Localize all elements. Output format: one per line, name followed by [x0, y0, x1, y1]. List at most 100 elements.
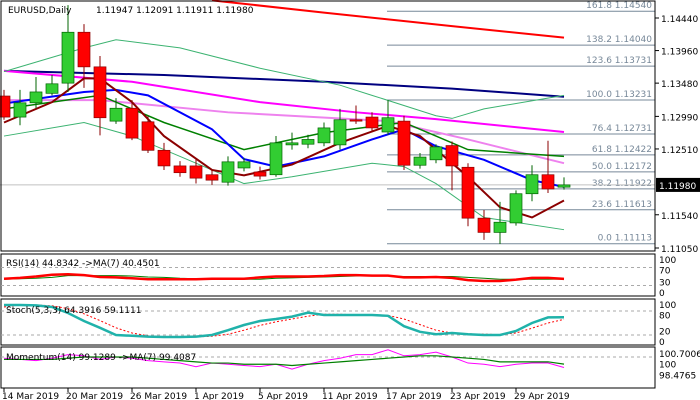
- stochastic-border: [0, 298, 656, 346]
- fib-level-label: 38.2 1.11922: [592, 179, 652, 189]
- ohlc-header: 1.11947 1.12091 1.11911 1.11980: [96, 6, 254, 16]
- date-label: 11 Apr 2019: [322, 392, 378, 400]
- candle-bullish: [557, 184, 571, 188]
- stoch-title: Stoch(5,3,3) 64.3916 59.1111: [6, 306, 141, 316]
- rsi-tick-label: 100: [659, 256, 676, 266]
- date-label: 5 Apr 2019: [258, 392, 308, 400]
- price-tick-label: 1.12510: [661, 146, 698, 156]
- price-tick-label: 1.13960: [661, 48, 698, 58]
- candle-bullish: [429, 146, 443, 161]
- candle-bullish: [493, 221, 507, 233]
- date-label: 17 Apr 2019: [386, 392, 442, 400]
- fib-level-label: 123.6 1.13731: [586, 56, 652, 66]
- candle-bullish: [317, 127, 331, 144]
- symbol-header: EURUSD,Daily: [8, 6, 72, 16]
- stochastic-tick-label: 0: [659, 338, 665, 348]
- candle-bearish: [189, 165, 203, 179]
- rsi-tick-label: 0: [659, 289, 665, 299]
- fib-level-label: 76.4 1.12731: [592, 124, 652, 134]
- candle-bullish: [237, 161, 251, 169]
- rsi-tick-label: 30: [659, 279, 671, 289]
- candle-bullish: [61, 31, 75, 84]
- candle-bearish: [445, 145, 459, 167]
- candle-bearish: [349, 119, 363, 122]
- candle-bearish: [0, 95, 11, 118]
- candle-bullish: [301, 139, 315, 145]
- main-panel-border: [0, 0, 656, 252]
- ma-magenta-line: [3, 69, 565, 133]
- date-label: 26 Mar 2019: [130, 392, 187, 400]
- date-label: 1 Apr 2019: [194, 392, 244, 400]
- momentum-tick-label: 98.4765: [659, 371, 696, 381]
- axes: 1.14440 1.13960 1.13480 1.12990 1.12510 1.115…: [2, 15, 700, 400]
- candle-bullish: [509, 193, 523, 224]
- price-tick-label: 1.11050: [661, 245, 698, 255]
- momentum-tick-label: 100: [659, 361, 676, 371]
- stochastic-tick-label: 20: [659, 328, 671, 338]
- ma-violet-line: [4, 99, 565, 165]
- rsi-tick-label: 70: [659, 267, 671, 277]
- stochastic-tick-label: 80: [659, 312, 671, 322]
- candle-bullish: [413, 156, 427, 166]
- momentum-tick-label: 100.7006: [659, 350, 700, 360]
- momentum-title: Momentum(14) 99.1289 ->MA(7) 99.4087: [6, 353, 196, 363]
- ma-green-line: [3, 94, 565, 158]
- date-label: 23 Apr 2019: [450, 392, 506, 400]
- fib-level-label: 50.0 1.12172: [592, 162, 652, 172]
- momentum-border: [0, 346, 656, 389]
- date-label: 14 Mar 2019: [2, 392, 59, 400]
- candle-bearish: [253, 171, 267, 177]
- candle-bullish: [381, 117, 395, 133]
- main-panel: 161.8 1.14540 138.2 1.14040 123.6 1.13731 1…: [0, 0, 655, 245]
- fib-level-label: 61.8 1.12422: [592, 145, 652, 155]
- candle-bearish: [541, 174, 555, 190]
- candle-bullish: [333, 119, 347, 146]
- current-price-box: [656, 177, 700, 192]
- price-tick-label: 1.13480: [661, 80, 698, 90]
- candle-bearish: [365, 116, 379, 129]
- fib-level-label: 138.2 1.14040: [586, 35, 652, 45]
- candle-bearish: [461, 166, 475, 219]
- momentum-ma-line: [4, 355, 565, 367]
- candle-bullish: [45, 83, 59, 94]
- ma-red-line: [211, 0, 565, 39]
- momentum-values-line: [3, 349, 565, 370]
- date-label: 20 Mar 2019: [66, 392, 123, 400]
- candle-bearish: [141, 121, 155, 151]
- candle-bullish: [29, 91, 43, 104]
- candle-bullish: [221, 161, 235, 183]
- current-price-label: 1.11980: [659, 182, 696, 192]
- rsi-title: RSI(14) 44.8342 ->MA(7) 40.4501: [6, 259, 160, 269]
- rsi-border: [0, 253, 656, 297]
- ma-navy-line: [3, 69, 565, 98]
- candle-bearish: [173, 165, 187, 174]
- date-label: 29 Apr 2019: [514, 392, 570, 400]
- stochastic-main-line: [4, 303, 565, 339]
- bollinger-lower-line: [3, 121, 565, 231]
- candle-bearish: [157, 149, 171, 167]
- price-tick-label: 1.11540: [661, 212, 698, 222]
- candle-bearish: [205, 174, 219, 181]
- fib-level-label: 161.8 1.14540: [586, 1, 652, 11]
- candle-bearish: [125, 107, 139, 139]
- rsi-values-line: [3, 272, 565, 283]
- bollinger-upper-line: [3, 39, 565, 119]
- fib-level-label: 100.0 1.13231: [586, 90, 652, 100]
- fib-level-label: 0.0 1.11113: [598, 234, 652, 244]
- ma-darkred-line: [3, 77, 565, 219]
- stochastic-tick-label: 100: [659, 301, 676, 311]
- candle-bullish: [285, 142, 299, 146]
- price-tick-label: 1.14440: [661, 15, 698, 25]
- candle-bullish: [109, 107, 123, 122]
- candle-bearish: [397, 120, 411, 166]
- candle-bullish: [269, 142, 283, 176]
- fib-level-label: 23.6 1.11613: [592, 200, 652, 210]
- candle-bullish: [525, 174, 539, 195]
- price-tick-label: 1.12990: [661, 113, 698, 123]
- candle-bearish: [77, 31, 91, 68]
- candle-bullish: [13, 102, 27, 118]
